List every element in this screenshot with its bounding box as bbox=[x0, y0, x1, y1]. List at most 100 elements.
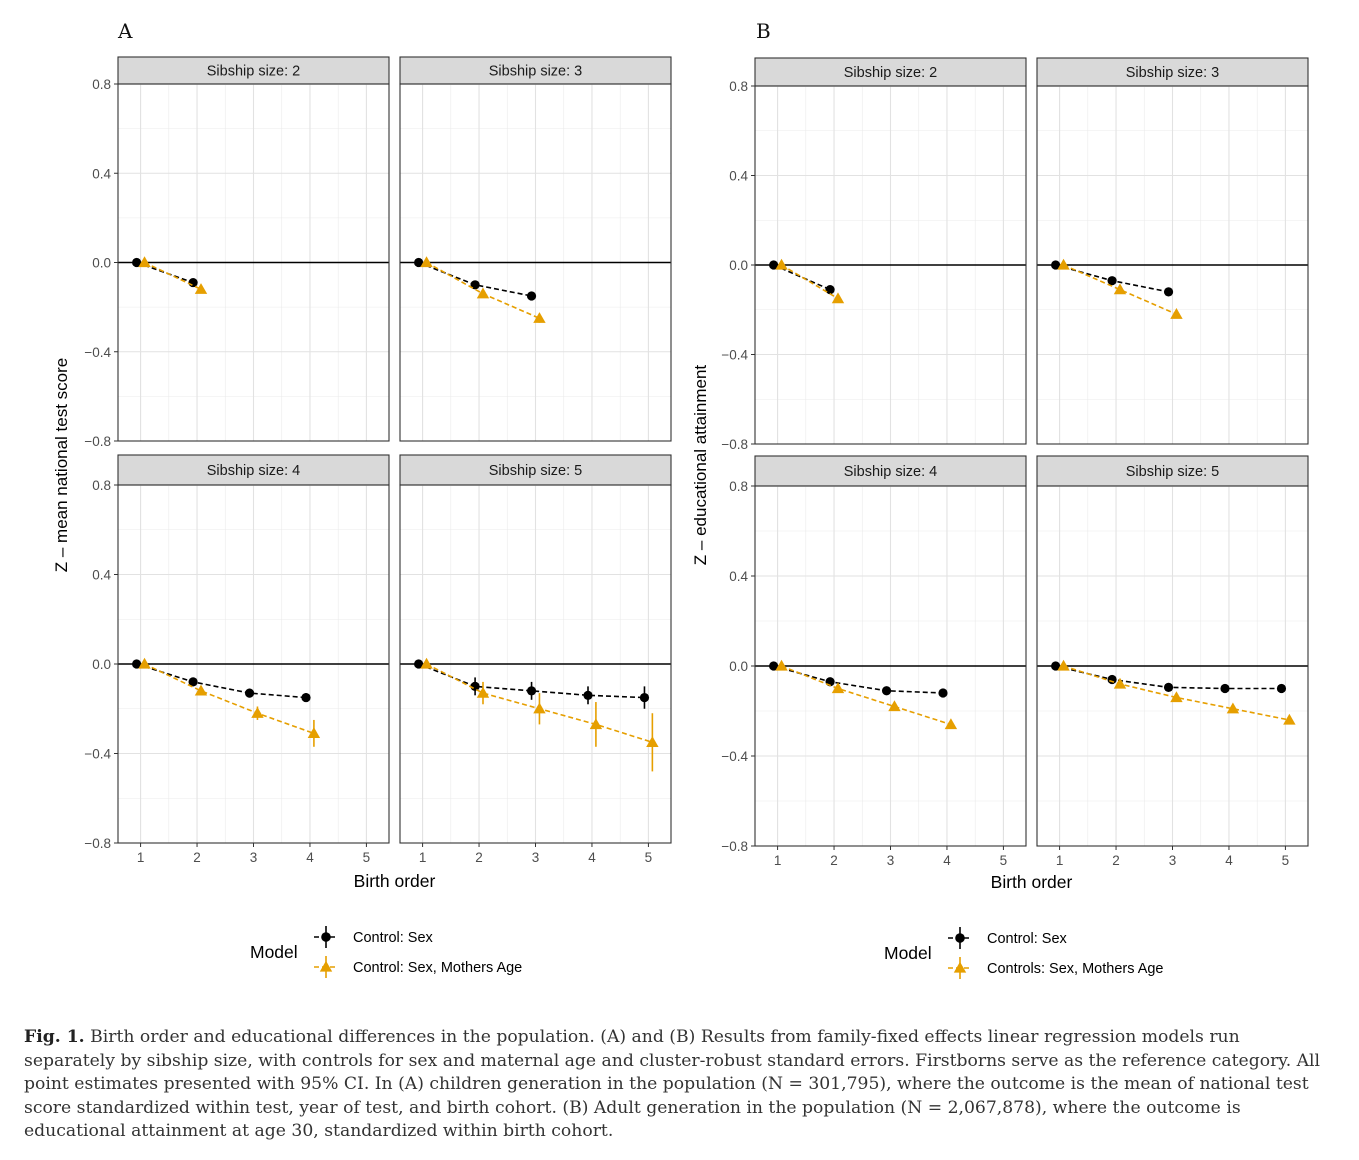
data-point-control-sex-mothers-age bbox=[831, 292, 845, 304]
data-point-control-sex-mothers-age bbox=[1170, 691, 1183, 703]
facet-strip bbox=[754, 57, 1027, 87]
caption-label: Fig. 1. bbox=[24, 1027, 85, 1047]
x-tick-label: 4 bbox=[943, 853, 951, 868]
y-tick-label: −0.8 bbox=[721, 437, 748, 452]
panel-label: A bbox=[117, 19, 133, 43]
panel-label: B bbox=[756, 19, 771, 43]
legend-key-point bbox=[955, 933, 965, 943]
x-tick-label: 4 bbox=[588, 850, 596, 865]
y-tick-label: 0.8 bbox=[92, 478, 111, 493]
facet-title: Sibship size: 4 bbox=[844, 464, 938, 480]
data-point-control-sex bbox=[470, 280, 480, 290]
series-line-control-sex bbox=[773, 665, 944, 694]
data-point-control-sex bbox=[1276, 683, 1287, 694]
x-tick-label: 1 bbox=[137, 850, 145, 865]
data-point-control-sex-mothers-age bbox=[775, 258, 788, 270]
y-tick-label: 0.4 bbox=[92, 568, 111, 583]
data-point-control-sex-mothers-age bbox=[476, 686, 490, 698]
x-tick-label: 2 bbox=[1112, 853, 1120, 868]
legend-entry-label: Controls: Sex, Mothers Age bbox=[987, 961, 1164, 977]
legend-entry-label: Control: Sex bbox=[987, 931, 1068, 947]
data-point-control-sex-mothers-age bbox=[888, 700, 901, 712]
data-point-control-sex-mothers-age bbox=[775, 659, 788, 671]
series-line-control-sex-mothers-age bbox=[781, 264, 839, 300]
data-point-control-sex bbox=[132, 659, 142, 669]
x-tick-label: 4 bbox=[306, 850, 314, 865]
series-line-control-sex-mothers-age bbox=[144, 261, 202, 290]
data-point-control-sex-mothers-age bbox=[194, 684, 208, 696]
data-point-control-sex bbox=[1107, 276, 1117, 286]
y-tick-label: −0.4 bbox=[721, 348, 748, 363]
data-point-control-sex-mothers-age bbox=[307, 727, 321, 739]
x-tick-label: 3 bbox=[532, 850, 540, 865]
data-point-control-sex-mothers-age bbox=[420, 657, 433, 669]
y-tick-label: −0.4 bbox=[84, 747, 111, 762]
data-point-control-sex-mothers-age bbox=[533, 312, 546, 323]
x-tick-label: 2 bbox=[193, 850, 201, 865]
data-point-control-sex bbox=[188, 277, 198, 288]
data-point-control-sex bbox=[1051, 260, 1061, 270]
data-point-control-sex-mothers-age bbox=[138, 256, 151, 268]
x-tick-label: 5 bbox=[1000, 853, 1008, 868]
legend-title: Model bbox=[250, 942, 298, 962]
data-point-control-sex bbox=[639, 692, 650, 703]
facet-title: Sibship size: 3 bbox=[489, 64, 583, 80]
facet-strip bbox=[754, 455, 1027, 487]
data-point-control-sex-mothers-age bbox=[1057, 659, 1070, 671]
panel-border bbox=[399, 83, 672, 442]
facet-strip bbox=[1036, 57, 1309, 87]
x-tick-label: 2 bbox=[830, 853, 838, 868]
data-point-control-sex-mothers-age bbox=[1283, 713, 1296, 725]
data-point-control-sex bbox=[583, 690, 593, 700]
data-point-control-sex bbox=[301, 692, 311, 703]
panel-border bbox=[1036, 85, 1309, 445]
y-tick-label: −0.4 bbox=[721, 749, 748, 764]
y-tick-label: 0.8 bbox=[92, 77, 111, 92]
facet-title: Sibship size: 2 bbox=[207, 64, 301, 80]
x-tick-label: 1 bbox=[774, 853, 782, 868]
x-tick-label: 5 bbox=[645, 850, 653, 865]
y-tick-label: −0.8 bbox=[84, 836, 111, 851]
data-point-control-sex bbox=[188, 677, 198, 687]
data-point-control-sex bbox=[526, 291, 537, 301]
data-point-control-sex-mothers-age bbox=[420, 256, 433, 268]
y-tick-label: 0.0 bbox=[729, 258, 748, 273]
series-line-control-sex-mothers-age bbox=[1063, 665, 1290, 721]
legend-key-point bbox=[319, 960, 333, 972]
data-point-control-sex-mothers-age bbox=[1113, 283, 1127, 295]
facet-strip bbox=[117, 454, 390, 486]
facet-strip bbox=[399, 454, 672, 486]
legend-entry-label: Control: Sex bbox=[353, 930, 434, 946]
x-axis-title: Birth order bbox=[991, 872, 1073, 892]
data-point-control-sex-mothers-age bbox=[194, 283, 208, 294]
x-tick-label: 5 bbox=[1282, 853, 1290, 868]
data-point-control-sex bbox=[769, 661, 779, 671]
y-tick-label: 0.0 bbox=[729, 659, 748, 674]
y-tick-label: −0.8 bbox=[84, 434, 111, 449]
x-tick-label: 4 bbox=[1225, 853, 1233, 868]
y-axis-title: Z – mean national test score bbox=[52, 358, 71, 573]
legend-title: Model bbox=[884, 943, 932, 963]
data-point-control-sex-mothers-age bbox=[533, 702, 546, 714]
figure: A Sibship size: 2 0.8 0.4 0.0 −0.4 −0.8 Sibship… bbox=[52, 19, 1309, 979]
data-point-control-sex bbox=[526, 686, 537, 696]
data-point-control-sex bbox=[244, 688, 255, 698]
y-tick-label: −0.8 bbox=[721, 839, 748, 854]
facet-title: Sibship size: 5 bbox=[1126, 464, 1220, 480]
y-tick-label: 0.8 bbox=[729, 79, 748, 94]
data-point-control-sex-mothers-age bbox=[476, 287, 490, 299]
facet-title: Sibship size: 3 bbox=[1126, 65, 1220, 81]
series-line-control-sex-mothers-age bbox=[1063, 264, 1177, 315]
data-point-control-sex bbox=[1220, 683, 1230, 694]
y-tick-label: 0.4 bbox=[729, 569, 748, 584]
data-point-control-sex bbox=[132, 257, 142, 268]
x-tick-label: 1 bbox=[1056, 853, 1064, 868]
x-tick-label: 1 bbox=[419, 850, 427, 865]
data-point-control-sex bbox=[1163, 287, 1174, 297]
data-point-control-sex bbox=[1107, 674, 1117, 685]
legend-entry-label: Control: Sex, Mothers Age bbox=[353, 960, 522, 976]
data-point-control-sex-mothers-age bbox=[944, 718, 958, 730]
data-point-control-sex bbox=[769, 260, 779, 270]
data-point-control-sex bbox=[414, 257, 424, 268]
y-tick-label: 0.0 bbox=[92, 256, 111, 271]
